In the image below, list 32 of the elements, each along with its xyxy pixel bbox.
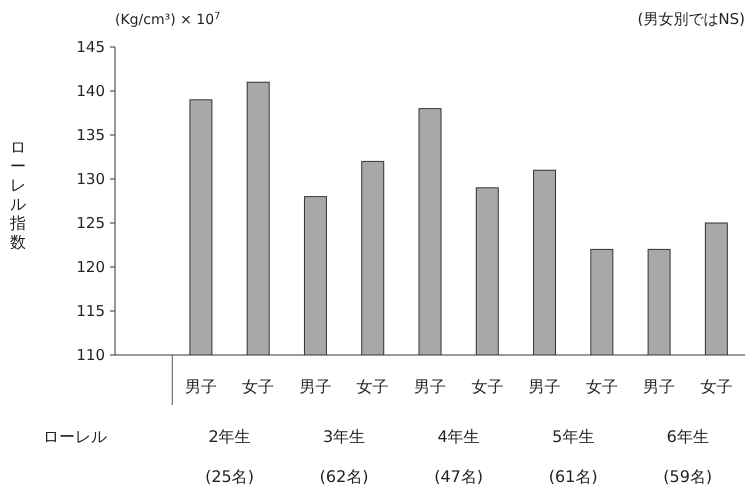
y-tick-label: 115	[76, 302, 105, 320]
y-tick-label: 145	[76, 38, 105, 56]
text: (男女別ではNS)	[638, 10, 745, 28]
text: (25名)	[205, 467, 254, 486]
text: ローレル	[43, 427, 107, 446]
y-axis-title: ローレル指数	[9, 138, 26, 252]
y-tick-label: 125	[76, 214, 105, 232]
y-tick-label: 110	[76, 346, 105, 364]
y-tick-label: 130	[76, 170, 105, 188]
text: 6年生	[666, 427, 709, 446]
chart-subtitle: (Kg/cm³) × 10$^{7}$	[115, 10, 220, 28]
text: (62名)	[320, 467, 369, 486]
x-tick-label: 男子	[299, 377, 332, 396]
text: (59名)	[663, 467, 712, 486]
text: 4年生	[438, 427, 480, 446]
text: 3年生	[322, 427, 366, 446]
x-tick-label: 男子	[528, 377, 561, 396]
text: 5年生	[552, 427, 594, 446]
x-tick-label: 男子	[184, 377, 217, 396]
x-tick-label: 女子	[586, 377, 618, 396]
text: (61名)	[548, 467, 598, 486]
text: 2年生	[208, 427, 251, 446]
text: (47名)	[434, 467, 484, 486]
x-tick-label: 女子	[471, 377, 504, 396]
x-tick-label: 女子	[242, 377, 274, 396]
y-tick-label: 135	[76, 126, 105, 144]
x-tick-label: 男子	[414, 377, 446, 396]
y-tick-label: 120	[76, 258, 105, 276]
x-tick-label: 女子	[356, 377, 389, 396]
x-tick-label: 女子	[700, 377, 732, 396]
y-tick-label: 140	[76, 82, 105, 100]
x-tick-label: 男子	[643, 377, 676, 396]
